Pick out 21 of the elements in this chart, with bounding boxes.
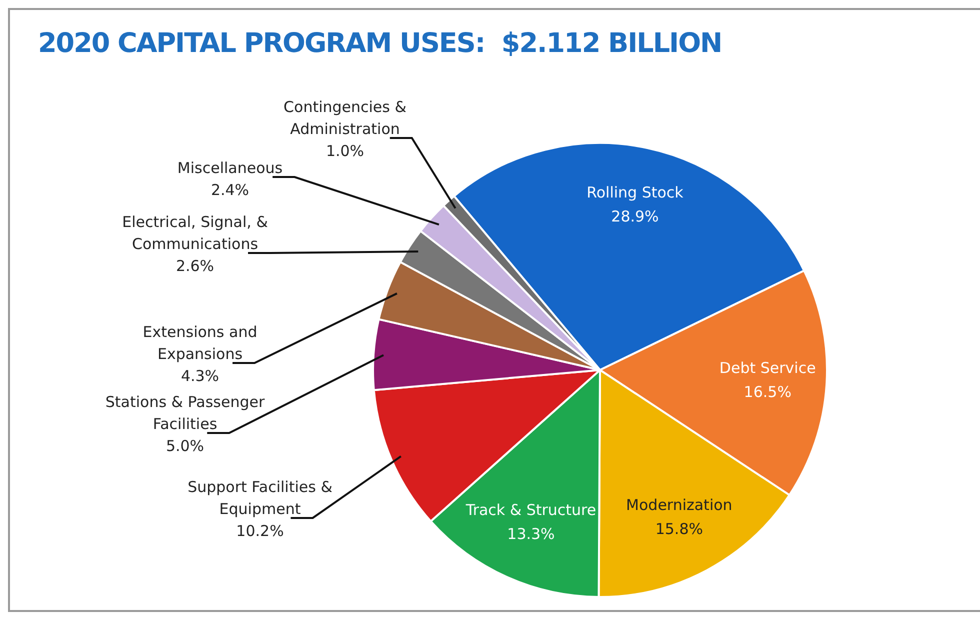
data-label: 2.6% bbox=[176, 256, 214, 275]
chart-title: 2020 CAPITAL PROGRAM USES: $2.112 BILLION bbox=[38, 28, 722, 59]
data-label: 2.4% bbox=[210, 180, 250, 199]
data-label: 10.2% bbox=[236, 522, 284, 540]
slice-label: Support Facilities & Equipment bbox=[188, 478, 333, 518]
slice-label: Extensions and Expansions bbox=[142, 322, 258, 363]
data-label: 4.3% bbox=[180, 366, 220, 385]
slice-label: Contingencies & Administration bbox=[284, 98, 407, 138]
slice-label: Modernization bbox=[626, 496, 732, 514]
data-label: 16.5% bbox=[744, 382, 792, 401]
data-label: 28.9% bbox=[611, 208, 659, 226]
data-label: 5.0% bbox=[166, 436, 204, 455]
slice-label: Electrical, Signal, & Communications bbox=[122, 212, 268, 253]
data-label: 1.0% bbox=[326, 142, 364, 160]
data-label: 15.8% bbox=[655, 520, 703, 538]
slice-label: Miscellaneous bbox=[177, 158, 283, 177]
slice-label: Stations & Passenger Facilities bbox=[105, 392, 266, 433]
slice-label: Debt Service bbox=[719, 358, 816, 377]
data-label: 13.3% bbox=[507, 525, 555, 544]
slice-label: Track & Structure bbox=[464, 501, 596, 520]
slice-label: Rolling Stock bbox=[586, 184, 684, 202]
